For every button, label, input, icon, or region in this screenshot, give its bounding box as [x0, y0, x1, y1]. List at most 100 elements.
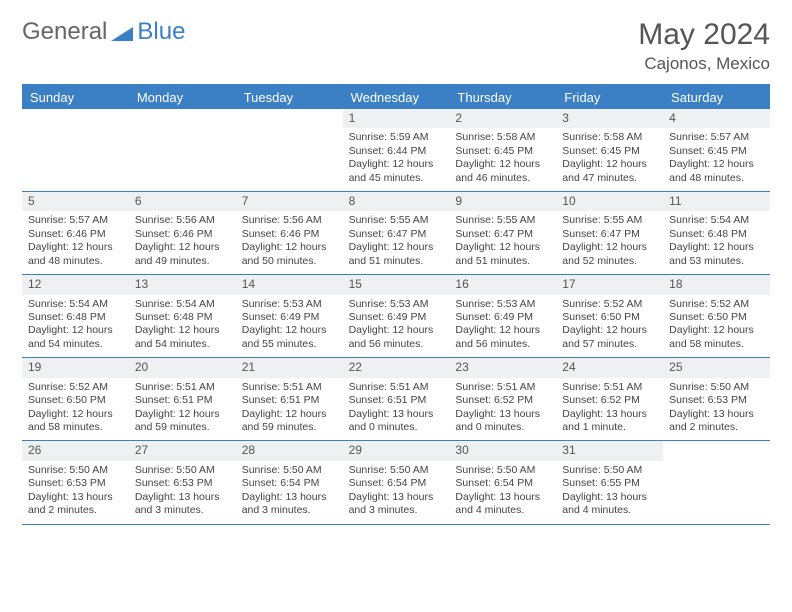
week-row: 12Sunrise: 5:54 AMSunset: 6:48 PMDayligh…	[22, 275, 770, 358]
day-number: 3	[556, 109, 663, 128]
daylight-line: Daylight: 13 hours and 2 minutes.	[28, 491, 123, 518]
daylight-line: Daylight: 13 hours and 2 minutes.	[669, 408, 764, 435]
daylight-line: Daylight: 12 hours and 55 minutes.	[242, 324, 337, 351]
sunset-line: Sunset: 6:50 PM	[28, 394, 123, 407]
day-number: 12	[22, 275, 129, 294]
day-cell: 18Sunrise: 5:52 AMSunset: 6:50 PMDayligh…	[663, 275, 770, 357]
sunrise-line: Sunrise: 5:54 AM	[669, 214, 764, 227]
day-number: 9	[449, 192, 556, 211]
brand-part1: General	[22, 18, 107, 46]
location: Cajonos, Mexico	[638, 54, 770, 74]
header: General Blue May 2024 Cajonos, Mexico	[22, 18, 770, 74]
dayname: Wednesday	[343, 86, 450, 109]
day-number: 25	[663, 358, 770, 377]
sunrise-line: Sunrise: 5:53 AM	[242, 298, 337, 311]
sunrise-line: Sunrise: 5:51 AM	[562, 381, 657, 394]
day-cell: 9 Sunrise: 5:55 AMSunset: 6:47 PMDaylight…	[449, 192, 556, 274]
day-cell: 30Sunrise: 5:50 AMSunset: 6:54 PMDayligh…	[449, 441, 556, 523]
day-number: 4	[663, 109, 770, 128]
day-cell: 15Sunrise: 5:53 AMSunset: 6:49 PMDayligh…	[343, 275, 450, 357]
sunset-line: Sunset: 6:52 PM	[455, 394, 550, 407]
sunrise-line: Sunrise: 5:51 AM	[242, 381, 337, 394]
day-number: 19	[22, 358, 129, 377]
day-number: 30	[449, 441, 556, 460]
day-cell: 16 Sunrise: 5:53 AMSunset: 6:49 PMDayligh…	[449, 275, 556, 357]
day-number: 24	[556, 358, 663, 377]
daylight-line: Daylight: 12 hours and 53 minutes.	[669, 241, 764, 268]
day-number: 15	[343, 275, 450, 294]
sunset-line: Sunset: 6:54 PM	[242, 477, 337, 490]
day-number: 18	[663, 275, 770, 294]
day-number: 7	[236, 192, 343, 211]
day-number: 17	[556, 275, 663, 294]
daylight-line: Daylight: 13 hours and 3 minutes.	[349, 491, 444, 518]
day-cell: 17Sunrise: 5:52 AMSunset: 6:50 PMDayligh…	[556, 275, 663, 357]
day-cell: 26Sunrise: 5:50 AMSunset: 6:53 PMDayligh…	[22, 441, 129, 523]
sunrise-line: Sunrise: 5:53 AM	[455, 298, 550, 311]
week-row: 5Sunrise: 5:57 AMSunset: 6:46 PMDaylight…	[22, 192, 770, 275]
sunrise-line: Sunrise: 5:55 AM	[349, 214, 444, 227]
sunrise-line: Sunrise: 5:51 AM	[349, 381, 444, 394]
sunset-line: Sunset: 6:47 PM	[455, 228, 550, 241]
day-cell: 28Sunrise: 5:50 AMSunset: 6:54 PMDayligh…	[236, 441, 343, 523]
sunset-line: Sunset: 6:50 PM	[562, 311, 657, 324]
sunset-line: Sunset: 6:52 PM	[562, 394, 657, 407]
sunset-line: Sunset: 6:53 PM	[669, 394, 764, 407]
daylight-line: Daylight: 12 hours and 58 minutes.	[669, 324, 764, 351]
daylight-line: Daylight: 12 hours and 59 minutes.	[135, 408, 230, 435]
daylight-line: Daylight: 13 hours and 4 minutes.	[562, 491, 657, 518]
day-cell: 13Sunrise: 5:54 AMSunset: 6:48 PMDayligh…	[129, 275, 236, 357]
sunset-line: Sunset: 6:53 PM	[28, 477, 123, 490]
sunrise-line: Sunrise: 5:53 AM	[349, 298, 444, 311]
sunrise-line: Sunrise: 5:55 AM	[562, 214, 657, 227]
daylight-line: Daylight: 12 hours and 54 minutes.	[28, 324, 123, 351]
daylight-line: Daylight: 12 hours and 48 minutes.	[669, 158, 764, 185]
empty-cell	[129, 109, 236, 191]
day-cell: 12Sunrise: 5:54 AMSunset: 6:48 PMDayligh…	[22, 275, 129, 357]
brand-logo: General Blue	[22, 18, 185, 46]
sunrise-line: Sunrise: 5:50 AM	[669, 381, 764, 394]
day-cell: 14Sunrise: 5:53 AMSunset: 6:49 PMDayligh…	[236, 275, 343, 357]
sunset-line: Sunset: 6:49 PM	[455, 311, 550, 324]
day-cell: 31Sunrise: 5:50 AMSunset: 6:55 PMDayligh…	[556, 441, 663, 523]
sunset-line: Sunset: 6:51 PM	[349, 394, 444, 407]
day-cell: 25 Sunrise: 5:50 AMSunset: 6:53 PMDayligh…	[663, 358, 770, 440]
week-row: 1Sunrise: 5:59 AMSunset: 6:44 PMDaylight…	[22, 109, 770, 192]
daylight-line: Daylight: 12 hours and 48 minutes.	[28, 241, 123, 268]
daylight-line: Daylight: 12 hours and 51 minutes.	[349, 241, 444, 268]
sunset-line: Sunset: 6:51 PM	[135, 394, 230, 407]
sunrise-line: Sunrise: 5:50 AM	[349, 464, 444, 477]
daylight-line: Daylight: 12 hours and 59 minutes.	[242, 408, 337, 435]
sunset-line: Sunset: 6:53 PM	[135, 477, 230, 490]
sunrise-line: Sunrise: 5:51 AM	[135, 381, 230, 394]
sunrise-line: Sunrise: 5:58 AM	[455, 131, 550, 144]
daylight-line: Daylight: 12 hours and 56 minutes.	[455, 324, 550, 351]
empty-cell	[663, 441, 770, 523]
sunrise-line: Sunrise: 5:55 AM	[455, 214, 550, 227]
sunrise-line: Sunrise: 5:50 AM	[135, 464, 230, 477]
day-number: 11	[663, 192, 770, 211]
daylight-line: Daylight: 12 hours and 46 minutes.	[455, 158, 550, 185]
dayname-row: SundayMondayTuesdayWednesdayThursdayFrid…	[22, 86, 770, 109]
title-block: May 2024 Cajonos, Mexico	[638, 18, 770, 74]
dayname: Saturday	[663, 86, 770, 109]
day-number: 31	[556, 441, 663, 460]
sunrise-line: Sunrise: 5:50 AM	[562, 464, 657, 477]
day-number: 16	[449, 275, 556, 294]
day-number: 26	[22, 441, 129, 460]
sunset-line: Sunset: 6:50 PM	[669, 311, 764, 324]
sunset-line: Sunset: 6:45 PM	[455, 145, 550, 158]
daylight-line: Daylight: 13 hours and 4 minutes.	[455, 491, 550, 518]
sunrise-line: Sunrise: 5:50 AM	[242, 464, 337, 477]
daylight-line: Daylight: 12 hours and 51 minutes.	[455, 241, 550, 268]
daylight-line: Daylight: 13 hours and 0 minutes.	[455, 408, 550, 435]
month-title: May 2024	[638, 18, 770, 52]
day-number: 8	[343, 192, 450, 211]
daylight-line: Daylight: 13 hours and 3 minutes.	[242, 491, 337, 518]
day-number: 2	[449, 109, 556, 128]
calendar: SundayMondayTuesdayWednesdayThursdayFrid…	[22, 84, 770, 525]
sunset-line: Sunset: 6:48 PM	[135, 311, 230, 324]
sunrise-line: Sunrise: 5:58 AM	[562, 131, 657, 144]
day-number: 13	[129, 275, 236, 294]
day-number: 29	[343, 441, 450, 460]
